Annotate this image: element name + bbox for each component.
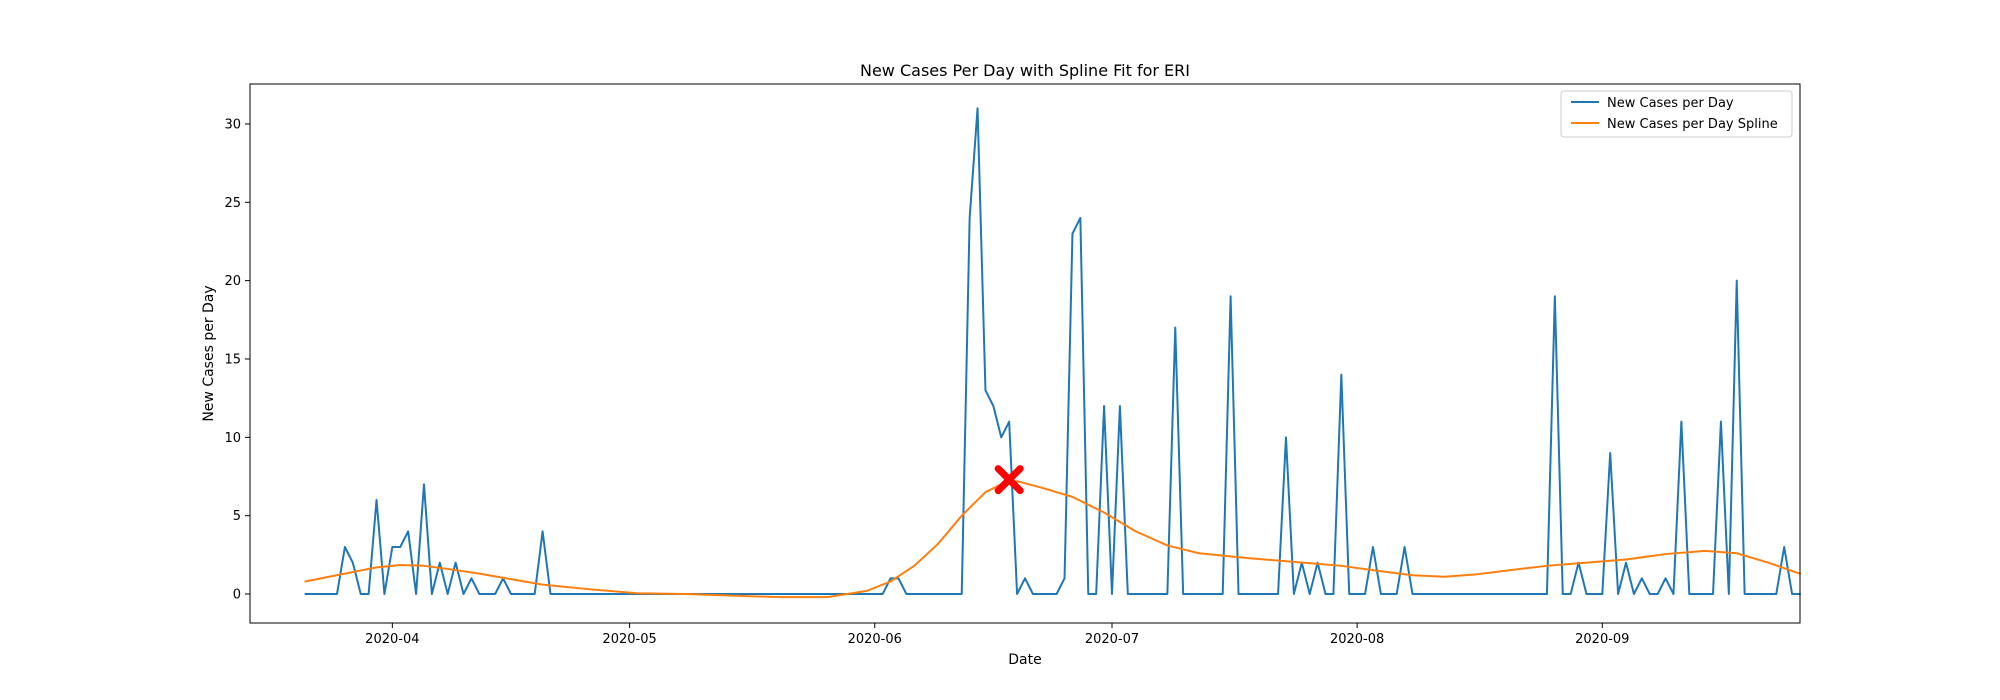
peak-marker-stroke: [994, 465, 1024, 495]
legend-label-new-cases: New Cases per Day: [1607, 96, 1734, 111]
chart-title: New Cases Per Day with Spline Fit for ER…: [860, 61, 1190, 80]
x-tick-label: 2020-04: [365, 632, 419, 647]
x-tick-label: 2020-06: [848, 632, 902, 647]
y-tick-label: 30: [224, 117, 241, 132]
x-tick-label: 2020-07: [1085, 632, 1139, 647]
y-tick-label: 0: [233, 588, 241, 603]
y-tick-label: 15: [224, 352, 241, 367]
x-tick-label: 2020-08: [1330, 632, 1384, 647]
legend-box: [1560, 90, 1793, 138]
x-tick-label: 2020-09: [1575, 632, 1629, 647]
y-axis: 0 5 10 15 20 25 30: [224, 117, 250, 603]
legend-label-spline: New Cases per Day Spline: [1607, 117, 1778, 132]
y-tick-label: 10: [224, 431, 241, 446]
axes-frame: [249, 83, 1801, 624]
plot-area: [304, 107, 1801, 599]
x-tick-label: 2020-05: [602, 632, 656, 647]
y-tick-label: 25: [224, 196, 241, 211]
peak-marker: [994, 465, 1024, 495]
legend: New Cases per Day New Cases per Day Spli…: [1560, 90, 1793, 138]
x-axis-label: Date: [1008, 652, 1041, 668]
series-new-cases-line: [304, 107, 1801, 596]
x-axis: 2020-04 2020-05 2020-06 2020-07 2020-08 2020-…: [365, 623, 1629, 647]
y-axis-label: New Cases per Day: [201, 285, 217, 421]
y-tick-label: 20: [224, 274, 241, 289]
y-tick-label: 5: [233, 509, 241, 524]
